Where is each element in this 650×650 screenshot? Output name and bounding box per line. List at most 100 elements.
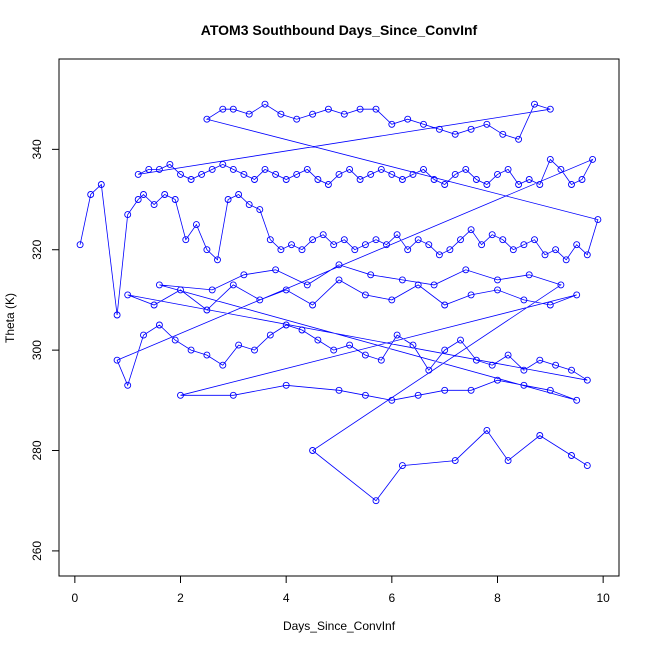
data-point [335, 170, 343, 178]
data-point [494, 276, 501, 284]
data-point [288, 241, 295, 249]
data-point [573, 396, 581, 404]
data-point [324, 181, 332, 188]
data-point [219, 361, 227, 369]
data-point [272, 266, 280, 274]
data-point [298, 246, 306, 254]
data-point [87, 191, 95, 198]
data-point [219, 160, 227, 168]
data-point [536, 181, 544, 188]
x-tick-label: 2 [177, 591, 184, 605]
data-point [166, 160, 174, 168]
x-axis-label: Days_Since_ConvInf [283, 619, 396, 633]
data-point [324, 105, 332, 113]
data-point [198, 170, 206, 178]
data-point [240, 170, 248, 178]
data-point [235, 341, 243, 349]
data-point [557, 165, 565, 173]
data-point [245, 110, 253, 118]
data-point [398, 176, 406, 183]
data-point [229, 281, 237, 289]
data-point [430, 176, 438, 183]
x-tick-label: 8 [494, 591, 501, 605]
x-tick-label: 10 [596, 591, 610, 605]
data-point [177, 391, 184, 399]
data-point [494, 170, 501, 178]
data-point [372, 105, 380, 113]
x-axis: 0 2 4 6 8 10 [72, 575, 610, 605]
data-point [277, 110, 285, 118]
data-point [573, 241, 581, 249]
data-point [335, 276, 343, 284]
data-point [388, 120, 396, 128]
data-point [504, 457, 512, 465]
data-point [504, 351, 512, 359]
data-point [356, 105, 364, 113]
y-axis-label: Theta (K) [3, 293, 17, 343]
data-point [451, 130, 459, 138]
data-point [361, 241, 369, 249]
data-point [494, 376, 501, 384]
data-point [261, 100, 269, 108]
data-point [557, 281, 565, 289]
data-point [414, 391, 422, 399]
data-point [520, 296, 528, 304]
data-point [251, 176, 258, 183]
data-point [583, 251, 591, 259]
data-point [520, 381, 528, 389]
data-point [446, 246, 454, 254]
data-point [330, 241, 338, 249]
data-point [229, 391, 237, 399]
data-point [388, 296, 396, 304]
data-point [182, 236, 190, 244]
data-point [261, 165, 269, 173]
data-point [208, 165, 216, 173]
data-point [361, 291, 369, 299]
data-point [140, 191, 147, 198]
data-point [372, 497, 380, 505]
data-point [145, 165, 153, 173]
data-point [430, 281, 438, 289]
data-point [451, 457, 459, 465]
y-tick-label: 340 [30, 139, 44, 159]
data-point [309, 301, 317, 309]
data-point [531, 236, 538, 244]
data-point [472, 356, 480, 364]
plot-frame [58, 58, 620, 577]
data-point [546, 105, 554, 113]
data-point [303, 165, 311, 173]
data-point [177, 170, 184, 178]
data-point [515, 181, 523, 188]
data-point [367, 170, 375, 178]
data-point [583, 376, 591, 384]
data-point [277, 246, 285, 254]
data-point [303, 281, 311, 289]
data-point [155, 281, 163, 289]
data-point [441, 386, 449, 394]
data-point [309, 447, 317, 454]
data-point [414, 236, 422, 244]
data-point [515, 135, 523, 143]
data-point [314, 176, 322, 183]
data-point [282, 176, 290, 183]
data-point [483, 181, 491, 188]
data-point [525, 176, 533, 183]
data-point [483, 120, 491, 128]
data-point [235, 191, 243, 198]
data-point [335, 386, 343, 394]
data-point [314, 336, 322, 344]
data-point [335, 261, 343, 269]
data-point [393, 331, 401, 339]
data-point [240, 271, 248, 279]
data-point [124, 291, 132, 299]
data-point [266, 331, 274, 339]
data-point [214, 256, 221, 264]
data-point [161, 191, 169, 198]
data-point [309, 110, 317, 118]
data-point [224, 196, 232, 203]
data-point [282, 321, 290, 329]
data-point [266, 236, 274, 244]
data-point [140, 331, 147, 339]
data-point [483, 426, 491, 434]
data-point [541, 251, 549, 259]
